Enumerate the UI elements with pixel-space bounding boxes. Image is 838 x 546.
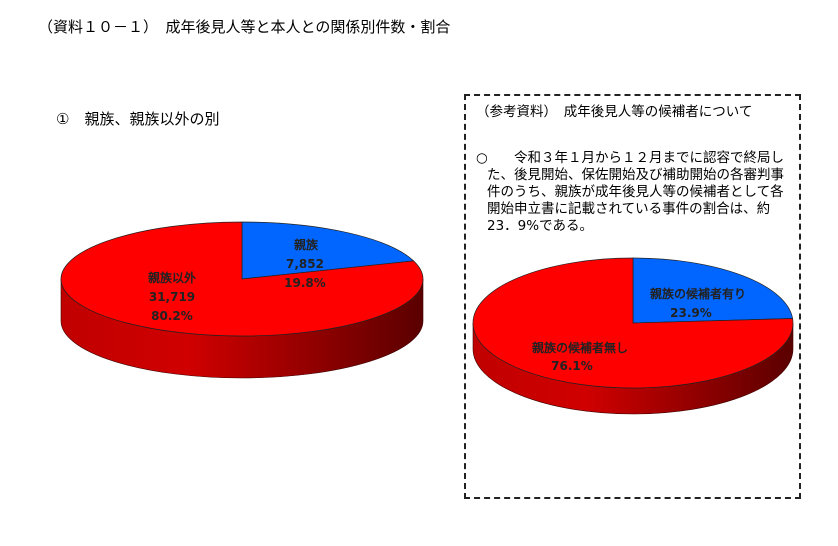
label-other-value: 31,719 [149,290,195,304]
label-candidate-yes-percent: 23.9% [670,306,712,320]
bullet-icon: ○ [476,150,488,166]
reference-text: ○ 令和３年１月から１２月までに認容で終局した、後見開始、保佐開始及び補助開始の… [476,150,796,235]
label-relative-percent: 19.8% [284,276,326,290]
section-subtitle: ① 親族、親族以外の別 [56,110,220,128]
label-candidate-no: 親族の候補者無し [532,340,628,355]
label-other-name: 親族以外 [148,270,196,285]
pie-2-slice-1 [632,257,794,324]
label-relative-value: 7,852 [286,257,324,271]
label-other-percent: 80.2% [151,309,193,323]
page-title: （資料１０－１） 成年後見人等と本人との関係別件数・割合 [38,18,451,36]
label-relative-name: 親族 [294,237,319,252]
pie-1-slice-2 [60,221,424,337]
reference-body: 令和３年１月から１２月までに認容で終局した、後見開始、保佐開始及び補助開始の各審… [487,150,784,234]
reference-box [464,94,801,499]
reference-title: （参考資料） 成年後見人等の候補者について [476,104,753,120]
pie-2-slice-2 [472,257,794,389]
label-candidate-no-percent: 76.1% [551,359,593,373]
label-candidate-yes: 親族の候補者有り [650,286,746,301]
pie-1-slice-1 [241,221,415,280]
